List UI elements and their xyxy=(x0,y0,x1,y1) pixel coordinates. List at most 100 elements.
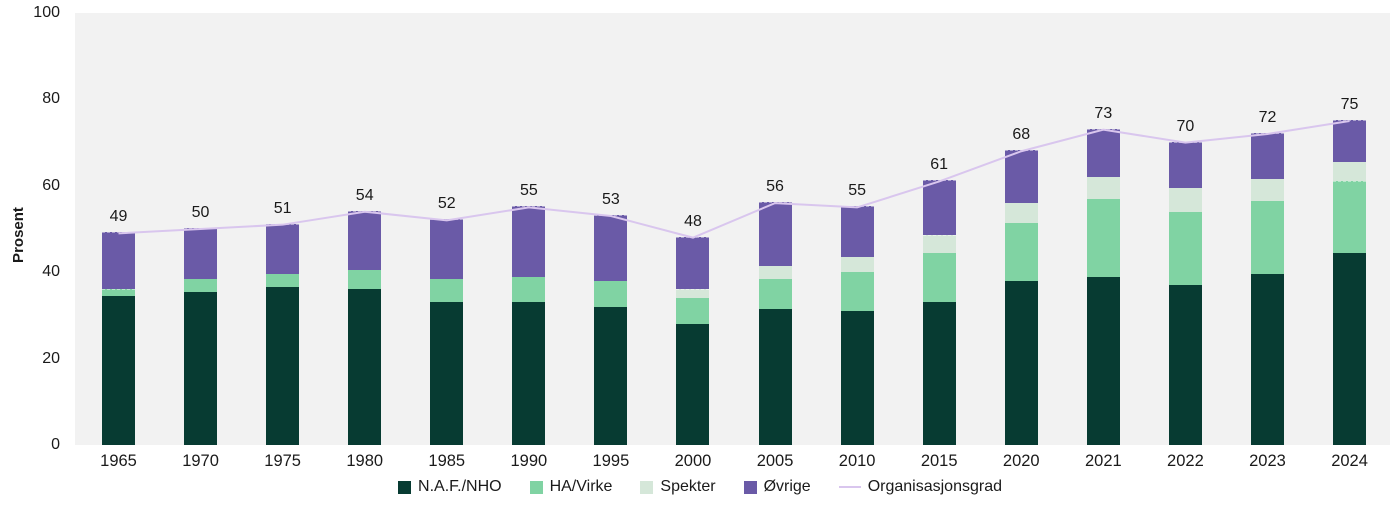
data-label: 75 xyxy=(1340,96,1359,113)
x-tick-label: 2023 xyxy=(1249,452,1286,470)
data-label: 70 xyxy=(1176,117,1195,135)
bar-segment-øvrige xyxy=(1086,128,1120,178)
x-tick-label: 1970 xyxy=(182,452,219,470)
data-label: 55 xyxy=(519,182,538,200)
data-label: 51 xyxy=(273,199,292,217)
bar-segment-n-a-f-nho xyxy=(840,311,874,445)
legend-item-organisasjonsgrad: Organisasjonsgrad xyxy=(838,478,1002,496)
bar-group-1990 xyxy=(512,13,546,445)
bar-segment-ha-virke xyxy=(1250,199,1284,275)
legend-swatch-icon xyxy=(743,480,757,494)
bar-group-1970 xyxy=(184,13,218,445)
bar-group-1980 xyxy=(348,13,382,445)
bar-segment-spekter xyxy=(1168,186,1202,212)
bar-group-1995 xyxy=(594,13,628,445)
bar-segment-øvrige xyxy=(594,215,628,281)
x-tick-label: 1980 xyxy=(346,452,384,470)
bar-segment-n-a-f-nho xyxy=(758,308,792,445)
bar-group-2000 xyxy=(676,13,710,445)
bar-group-2022 xyxy=(1168,13,1202,445)
legend-item-øvrige: Øvrige xyxy=(743,478,811,496)
plot-area: 49 50 51 54 52 55 53 48 56 55 61 68 73 70 72 75 xyxy=(75,13,1390,445)
legend-swatch-icon xyxy=(640,480,654,494)
bar-segment-n-a-f-nho xyxy=(184,291,218,445)
bar-segment-n-a-f-nho xyxy=(430,302,464,445)
bar-group-2020 xyxy=(1004,13,1038,445)
x-tick-label: 2010 xyxy=(838,452,876,470)
bar-segment-n-a-f-nho xyxy=(922,302,956,445)
x-tick-label: 1990 xyxy=(510,452,548,470)
bar-segment-øvrige xyxy=(266,223,300,275)
data-label: 73 xyxy=(1094,104,1113,122)
data-label: 56 xyxy=(766,178,784,196)
y-tick-label: 20 xyxy=(42,349,60,367)
bar-segment-spekter xyxy=(840,256,874,273)
bar-segment-spekter xyxy=(1333,161,1367,182)
legend-label: Øvrige xyxy=(763,478,811,495)
data-label: 52 xyxy=(437,195,456,213)
x-tick-label: 1965 xyxy=(100,452,137,470)
bar-segment-ha-virke xyxy=(922,251,956,303)
legend-swatch-icon xyxy=(398,480,412,494)
bar-segment-øvrige xyxy=(430,219,464,279)
x-tick-label: 1975 xyxy=(264,452,301,470)
bar-segment-øvrige xyxy=(348,210,382,271)
bar-segment-n-a-f-nho xyxy=(1250,274,1284,445)
bar-segment-ha-virke xyxy=(184,277,218,292)
bar-segment-øvrige xyxy=(840,206,874,258)
bar-segment-n-a-f-nho xyxy=(1168,285,1202,445)
x-tick-label: 2000 xyxy=(674,452,712,470)
x-tick-label: 1995 xyxy=(592,452,630,470)
bar-group-2021 xyxy=(1086,13,1120,445)
bar-segment-øvrige xyxy=(184,228,218,279)
bar-segment-ha-virke xyxy=(102,288,135,296)
data-label: 55 xyxy=(848,182,867,200)
bar-segment-ha-virke xyxy=(676,297,710,325)
bar-segment-øvrige xyxy=(922,180,956,236)
bar-segment-spekter xyxy=(676,288,710,299)
bar-segment-n-a-f-nho xyxy=(266,287,300,445)
legend-line-swatch-icon xyxy=(838,486,861,488)
bar-segment-n-a-f-nho xyxy=(348,289,382,445)
bar-segment-ha-virke xyxy=(348,269,382,290)
bar-segment-ha-virke xyxy=(266,273,300,288)
legend-label: N.A.F./NHO xyxy=(418,478,502,495)
bar-segment-øvrige xyxy=(1168,141,1202,188)
x-tick-label: 2021 xyxy=(1084,452,1122,470)
bar-group-2023 xyxy=(1250,13,1284,445)
bar-segment-n-a-f-nho xyxy=(676,324,710,445)
bar-segment-n-a-f-nho xyxy=(1086,276,1120,445)
bar-segment-spekter xyxy=(758,264,792,279)
legend-label: HA/Virke xyxy=(549,478,613,495)
bar-segment-øvrige xyxy=(1004,150,1038,204)
bar-segment-n-a-f-nho xyxy=(594,306,628,445)
data-label: 54 xyxy=(355,186,374,204)
data-label: 53 xyxy=(602,191,620,209)
bar-segment-spekter xyxy=(1004,202,1038,223)
bar-segment-spekter xyxy=(922,234,956,253)
legend-item-n-a-f-nho: N.A.F./NHO xyxy=(398,478,502,496)
bar-segment-øvrige xyxy=(676,236,710,290)
bar-segment-n-a-f-nho xyxy=(512,302,546,445)
x-tick-label: 2005 xyxy=(756,452,794,470)
bar-group-1965 xyxy=(102,13,135,445)
y-tick-label: 0 xyxy=(51,436,60,453)
data-label: 50 xyxy=(191,204,210,221)
x-tick-label: 2024 xyxy=(1331,452,1368,470)
bar-group-1975 xyxy=(266,13,300,445)
data-label: 61 xyxy=(930,156,949,174)
bar-segment-ha-virke xyxy=(1004,221,1038,281)
bar-group-1985 xyxy=(430,13,464,445)
data-label: 72 xyxy=(1258,108,1277,126)
x-tick-label: 1985 xyxy=(428,452,466,470)
bar-segment-ha-virke xyxy=(1333,180,1367,253)
data-label: 48 xyxy=(684,212,702,230)
x-tick-label: 2020 xyxy=(1002,452,1040,470)
legend-label: Spekter xyxy=(660,478,716,495)
bar-segment-ha-virke xyxy=(1086,197,1120,277)
bar-segment-øvrige xyxy=(758,202,792,266)
bar-segment-øvrige xyxy=(512,206,546,277)
bar-segment-n-a-f-nho xyxy=(1333,252,1367,445)
bar-segment-n-a-f-nho xyxy=(1004,280,1038,445)
bar-segment-øvrige xyxy=(102,232,135,290)
